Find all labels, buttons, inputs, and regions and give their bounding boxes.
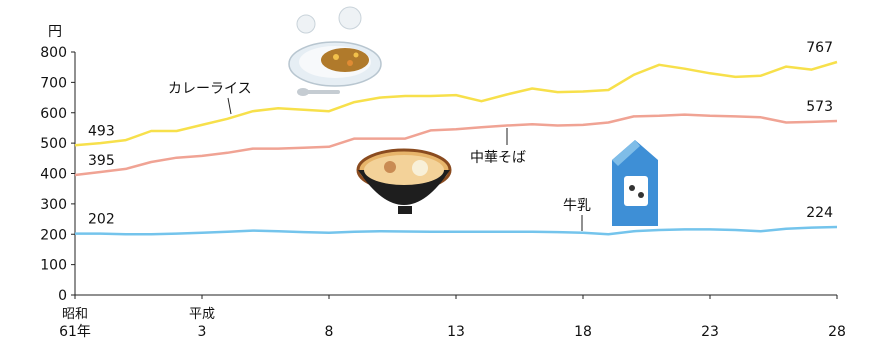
x-tick-label: 13 — [447, 324, 465, 340]
start-value-label: 493 — [88, 123, 115, 139]
x-tick-label: 18 — [574, 324, 592, 340]
series-line-2 — [75, 225, 838, 236]
y-tick-label: 600 — [40, 106, 67, 122]
end-value-label: 767 — [806, 40, 833, 56]
start-value-label: 395 — [88, 153, 115, 169]
y-unit-label: 円 — [48, 24, 62, 40]
curry-plate-illustration — [288, 6, 382, 96]
leader-curry — [227, 97, 232, 115]
x-tick-label: 28 — [828, 324, 846, 340]
series-lines — [74, 60, 838, 236]
series-line-0 — [74, 60, 838, 147]
y-tick-label: 800 — [40, 45, 67, 61]
y-tick-label: 100 — [40, 258, 67, 274]
end-value-label: 573 — [806, 99, 833, 115]
ramen-bowl-illustration — [356, 148, 452, 214]
end-value-label: 224 — [806, 205, 833, 221]
y-tick-labels: 0 100 200 300 400 500 600 700 800 — [40, 45, 75, 304]
y-tick-label: 200 — [40, 227, 67, 243]
x-tick-labels: 昭和 61年 平成 3 8 13 18 23 28 — [59, 295, 846, 340]
y-tick-label: 500 — [40, 136, 67, 152]
y-tick-label: 400 — [40, 167, 67, 183]
x-tick-label-era: 昭和 — [62, 307, 88, 322]
annotation-ramen: 中華そば — [470, 150, 526, 166]
x-tick-label: 61年 — [59, 324, 91, 340]
x-tick-label-era: 平成 — [189, 307, 215, 322]
x-tick-label: 3 — [198, 324, 207, 340]
start-value-label: 202 — [88, 212, 115, 228]
y-tick-label: 0 — [58, 288, 67, 304]
y-tick-label: 700 — [40, 75, 67, 91]
annotation-curry: カレーライス — [168, 81, 252, 97]
annotation-milk: 牛乳 — [563, 198, 591, 214]
series-line-1 — [74, 113, 838, 177]
value-labels: 493 767 395 573 202 224 — [88, 40, 833, 228]
milk-carton-illustration — [612, 140, 658, 226]
x-tick-label: 8 — [325, 324, 334, 340]
x-tick-label: 23 — [701, 324, 719, 340]
y-tick-label: 300 — [40, 197, 67, 213]
